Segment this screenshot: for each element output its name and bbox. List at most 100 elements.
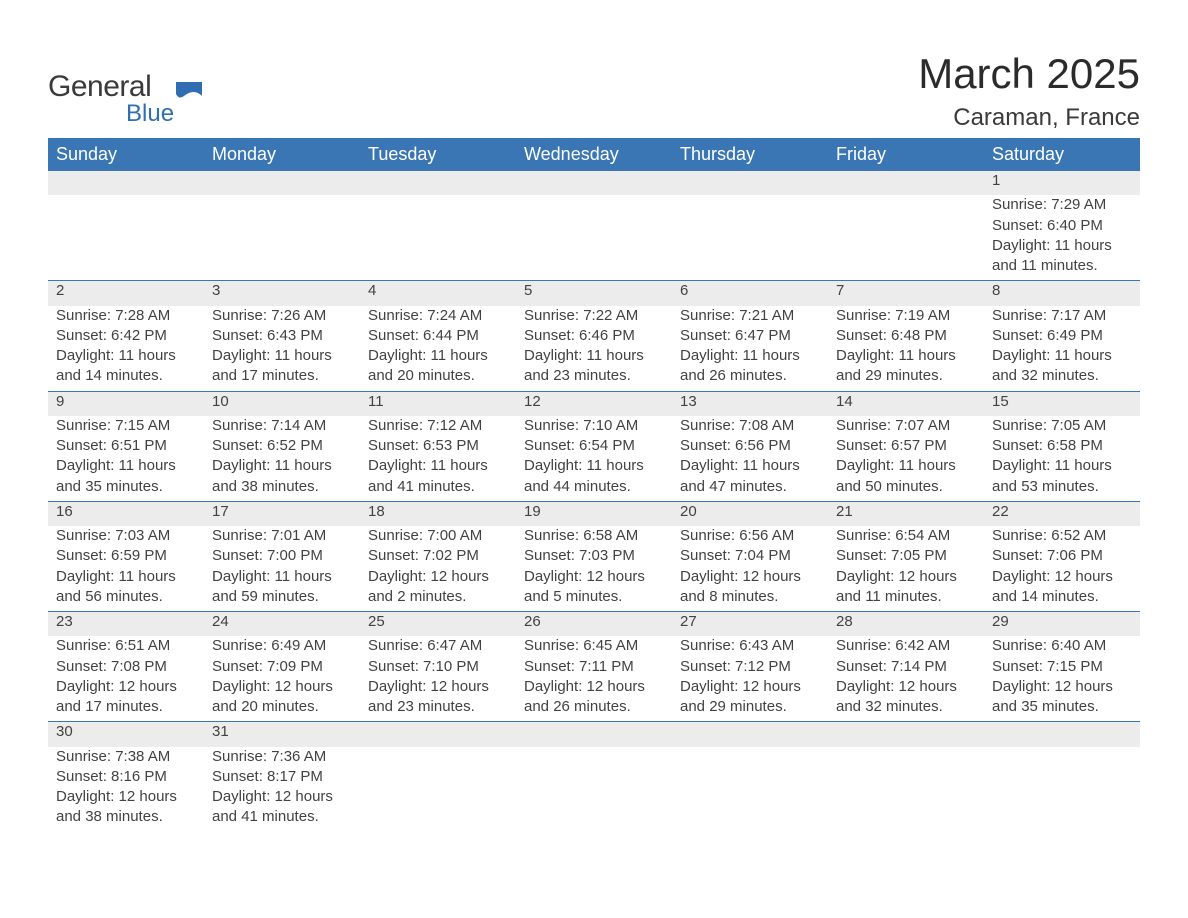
day-number-cell bbox=[48, 171, 204, 195]
sunrise-line: Sunrise: 7:07 AM bbox=[836, 416, 976, 436]
sunrise-line: Sunrise: 7:05 AM bbox=[992, 416, 1132, 436]
sunrise-line: Sunrise: 6:51 AM bbox=[56, 636, 196, 656]
sunset-line: Sunset: 7:08 PM bbox=[56, 657, 196, 677]
day-number-cell: 8 bbox=[984, 281, 1140, 306]
daylight-line: Daylight: 12 hours and 29 minutes. bbox=[680, 677, 820, 718]
day-detail-cell bbox=[516, 747, 672, 832]
sunset-line: Sunset: 7:00 PM bbox=[212, 546, 352, 566]
day-detail-cell: Sunrise: 6:49 AMSunset: 7:09 PMDaylight:… bbox=[204, 636, 360, 722]
day-detail-cell: Sunrise: 7:00 AMSunset: 7:02 PMDaylight:… bbox=[360, 526, 516, 612]
location: Caraman, France bbox=[918, 104, 1140, 132]
day-detail-cell: Sunrise: 7:24 AMSunset: 6:44 PMDaylight:… bbox=[360, 306, 516, 392]
day-number-cell bbox=[516, 722, 672, 747]
sunrise-line: Sunrise: 7:01 AM bbox=[212, 526, 352, 546]
day-number-cell: 9 bbox=[48, 391, 204, 416]
day-detail-cell: Sunrise: 7:03 AMSunset: 6:59 PMDaylight:… bbox=[48, 526, 204, 612]
daylight-line: Daylight: 11 hours and 20 minutes. bbox=[368, 346, 508, 387]
day-detail-cell: Sunrise: 7:19 AMSunset: 6:48 PMDaylight:… bbox=[828, 306, 984, 392]
sunrise-line: Sunrise: 6:56 AM bbox=[680, 526, 820, 546]
sunset-line: Sunset: 6:40 PM bbox=[992, 216, 1132, 236]
day-detail-cell bbox=[672, 747, 828, 832]
daylight-line: Daylight: 11 hours and 50 minutes. bbox=[836, 456, 976, 497]
weekday-header: Monday bbox=[204, 138, 360, 171]
sunrise-line: Sunrise: 7:22 AM bbox=[524, 306, 664, 326]
sunset-line: Sunset: 7:10 PM bbox=[368, 657, 508, 677]
daylight-line: Daylight: 11 hours and 59 minutes. bbox=[212, 567, 352, 608]
day-number-cell: 27 bbox=[672, 612, 828, 637]
day-detail-row: Sunrise: 7:29 AMSunset: 6:40 PMDaylight:… bbox=[48, 195, 1140, 281]
sunset-line: Sunset: 6:47 PM bbox=[680, 326, 820, 346]
day-number-cell: 15 bbox=[984, 391, 1140, 416]
day-detail-cell: Sunrise: 7:08 AMSunset: 6:56 PMDaylight:… bbox=[672, 416, 828, 502]
day-number-cell bbox=[204, 171, 360, 195]
title-block: March 2025 Caraman, France bbox=[918, 50, 1140, 132]
sunrise-line: Sunrise: 7:38 AM bbox=[56, 747, 196, 767]
day-number-cell: 25 bbox=[360, 612, 516, 637]
daylight-line: Daylight: 11 hours and 41 minutes. bbox=[368, 456, 508, 497]
daylight-line: Daylight: 12 hours and 32 minutes. bbox=[836, 677, 976, 718]
weekday-header: Saturday bbox=[984, 138, 1140, 171]
day-number-cell: 31 bbox=[204, 722, 360, 747]
daylight-line: Daylight: 11 hours and 35 minutes. bbox=[56, 456, 196, 497]
sunset-line: Sunset: 7:15 PM bbox=[992, 657, 1132, 677]
sunset-line: Sunset: 6:59 PM bbox=[56, 546, 196, 566]
day-number-cell bbox=[984, 722, 1140, 747]
daylight-line: Daylight: 11 hours and 47 minutes. bbox=[680, 456, 820, 497]
day-detail-cell: Sunrise: 7:36 AMSunset: 8:17 PMDaylight:… bbox=[204, 747, 360, 832]
sunset-line: Sunset: 7:14 PM bbox=[836, 657, 976, 677]
day-detail-row: Sunrise: 7:38 AMSunset: 8:16 PM Daylight:… bbox=[48, 747, 1140, 832]
weekday-header-row: Sunday Monday Tuesday Wednesday Thursday… bbox=[48, 138, 1140, 171]
daylight-line: Daylight: 11 hours and 56 minutes. bbox=[56, 567, 196, 608]
day-detail-cell: Sunrise: 7:07 AMSunset: 6:57 PMDaylight:… bbox=[828, 416, 984, 502]
sunset-line: Sunset: 7:09 PM bbox=[212, 657, 352, 677]
sunrise-line: Sunrise: 6:52 AM bbox=[992, 526, 1132, 546]
day-detail-cell: Sunrise: 7:10 AMSunset: 6:54 PMDaylight:… bbox=[516, 416, 672, 502]
sunset-line: Sunset: 6:49 PM bbox=[992, 326, 1132, 346]
day-detail-cell: Sunrise: 6:54 AMSunset: 7:05 PMDaylight:… bbox=[828, 526, 984, 612]
logo: General Blue bbox=[48, 50, 206, 128]
day-number-cell: 28 bbox=[828, 612, 984, 637]
sunrise-line: Sunrise: 6:49 AM bbox=[212, 636, 352, 656]
sunrise-line: Sunrise: 7:28 AM bbox=[56, 306, 196, 326]
day-number-cell: 19 bbox=[516, 501, 672, 526]
day-detail-cell: Sunrise: 7:26 AMSunset: 6:43 PMDaylight:… bbox=[204, 306, 360, 392]
day-detail-row: Sunrise: 7:03 AMSunset: 6:59 PMDaylight:… bbox=[48, 526, 1140, 612]
logo-text-blue: Blue bbox=[126, 100, 174, 128]
daylight-line: Daylight: 12 hours and 2 minutes. bbox=[368, 567, 508, 608]
day-number-cell bbox=[516, 171, 672, 195]
day-number-cell: 12 bbox=[516, 391, 672, 416]
day-number-cell: 22 bbox=[984, 501, 1140, 526]
day-number-cell: 29 bbox=[984, 612, 1140, 637]
day-number-row: 3031 bbox=[48, 722, 1140, 747]
daylight-line: Daylight: 11 hours and 32 minutes. bbox=[992, 346, 1132, 387]
sunset-line: Sunset: 6:54 PM bbox=[524, 436, 664, 456]
daylight-line: Daylight: 11 hours and 14 minutes. bbox=[56, 346, 196, 387]
day-number-cell: 2 bbox=[48, 281, 204, 306]
sunrise-line: Sunrise: 6:43 AM bbox=[680, 636, 820, 656]
sunset-line: Sunset: 7:05 PM bbox=[836, 546, 976, 566]
sunrise-line: Sunrise: 7:36 AM bbox=[212, 747, 352, 767]
sunrise-line: Sunrise: 7:29 AM bbox=[992, 195, 1132, 215]
sunrise-line: Sunrise: 6:58 AM bbox=[524, 526, 664, 546]
day-number-cell: 18 bbox=[360, 501, 516, 526]
sunrise-line: Sunrise: 7:10 AM bbox=[524, 416, 664, 436]
day-number-row: 9101112131415 bbox=[48, 391, 1140, 416]
daylight-line: Daylight: 11 hours and 23 minutes. bbox=[524, 346, 664, 387]
day-detail-cell: Sunrise: 6:52 AMSunset: 7:06 PMDaylight:… bbox=[984, 526, 1140, 612]
day-number-cell: 13 bbox=[672, 391, 828, 416]
daylight-line: Daylight: 11 hours and 26 minutes. bbox=[680, 346, 820, 387]
day-detail-cell: Sunrise: 6:56 AMSunset: 7:04 PMDaylight:… bbox=[672, 526, 828, 612]
day-number-cell: 26 bbox=[516, 612, 672, 637]
sunrise-line: Sunrise: 7:19 AM bbox=[836, 306, 976, 326]
day-detail-cell: Sunrise: 7:28 AMSunset: 6:42 PMDaylight:… bbox=[48, 306, 204, 392]
day-detail-cell bbox=[204, 195, 360, 281]
daylight-line: Daylight: 12 hours and 41 minutes. bbox=[212, 787, 352, 828]
sunset-line: Sunset: 6:42 PM bbox=[56, 326, 196, 346]
daylight-line: Daylight: 12 hours and 23 minutes. bbox=[368, 677, 508, 718]
day-detail-cell bbox=[48, 195, 204, 281]
sunset-line: Sunset: 7:04 PM bbox=[680, 546, 820, 566]
sunset-line: Sunset: 7:02 PM bbox=[368, 546, 508, 566]
sunset-line: Sunset: 8:16 PM bbox=[56, 767, 196, 787]
day-number-cell: 30 bbox=[48, 722, 204, 747]
day-number-cell bbox=[672, 722, 828, 747]
